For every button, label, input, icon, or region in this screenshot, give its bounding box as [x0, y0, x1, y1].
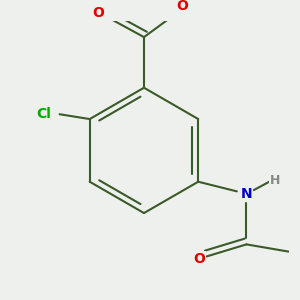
Text: N: N: [241, 187, 252, 201]
Text: Cl: Cl: [37, 107, 51, 121]
Text: O: O: [177, 0, 188, 13]
Text: H: H: [270, 174, 280, 187]
Text: O: O: [194, 252, 206, 266]
Text: O: O: [92, 6, 104, 20]
